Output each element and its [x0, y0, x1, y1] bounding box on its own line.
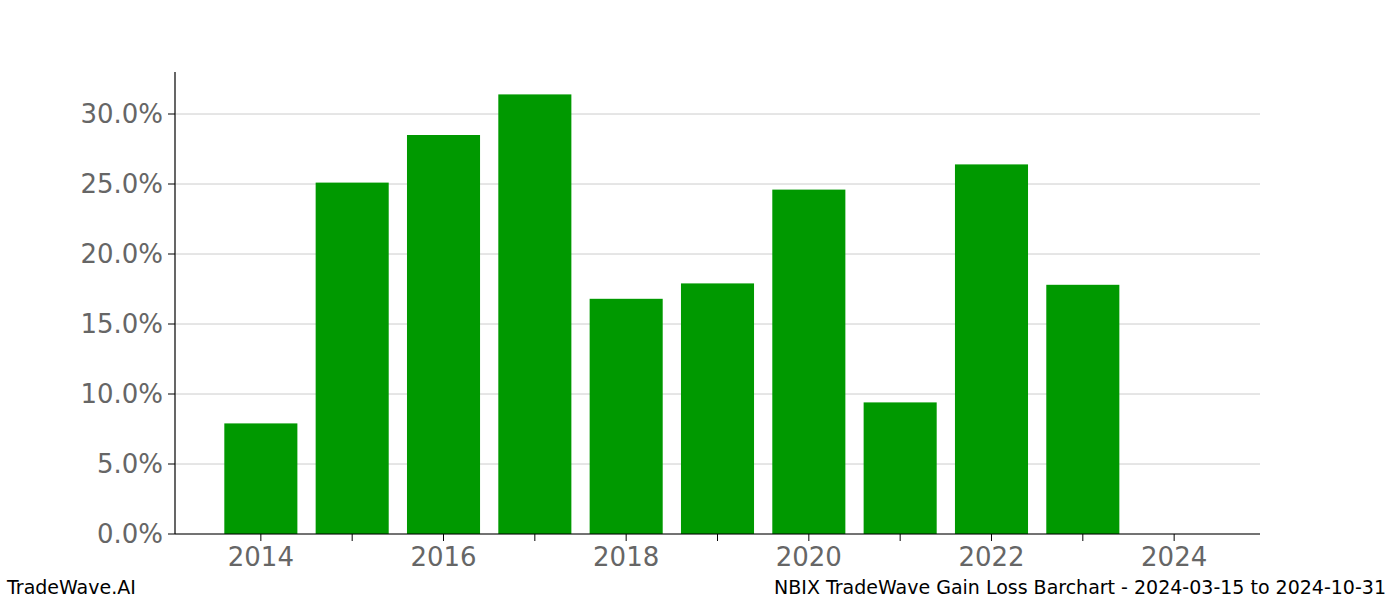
x-tick — [260, 534, 261, 541]
bar — [224, 423, 297, 534]
x-tick-label: 2018 — [593, 542, 659, 572]
x-tick — [717, 534, 718, 541]
y-tick-label: 15.0% — [80, 309, 163, 339]
y-tick-label: 0.0% — [97, 519, 163, 549]
bar — [407, 135, 480, 534]
y-tick — [168, 464, 175, 465]
x-tick — [626, 534, 627, 541]
y-tick — [168, 534, 175, 535]
bar — [1046, 285, 1119, 534]
x-tick-label: 2024 — [1141, 542, 1207, 572]
x-tick-label: 2020 — [776, 542, 842, 572]
x-tick — [534, 534, 535, 541]
annotation: TradeWave.AI — [6, 576, 136, 598]
y-axis-line — [174, 72, 175, 534]
y-tick — [168, 394, 175, 395]
x-tick — [991, 534, 992, 541]
bar — [681, 283, 754, 534]
x-tick — [1082, 534, 1083, 541]
title: NBIX TradeWave Gain Loss Barchart - 2024… — [774, 576, 1386, 598]
y-tick — [168, 184, 175, 185]
bar — [955, 164, 1028, 534]
axes: 0.0% 5.0% 10.0% 15.0% 20.0% 25.0% 30.0% 2014 201… — [80, 72, 1260, 572]
y-tick — [168, 324, 175, 325]
chart: 0.0% 5.0% 10.0% 15.0% 20.0% 25.0% 30.0% 2014 201… — [0, 0, 1400, 600]
y-tick-label: 10.0% — [80, 379, 163, 409]
y-tick-label: 25.0% — [80, 169, 163, 199]
x-tick — [352, 534, 353, 541]
x-tick-label: 2016 — [410, 542, 476, 572]
grid — [175, 114, 1260, 534]
bars — [224, 94, 1119, 534]
y-tick — [168, 254, 175, 255]
bar — [772, 190, 845, 534]
bar — [316, 183, 389, 534]
x-tick — [808, 534, 809, 541]
y-tick-label: 20.0% — [80, 239, 163, 269]
x-tick — [900, 534, 901, 541]
bar — [864, 402, 937, 534]
x-tick — [1174, 534, 1175, 541]
grid-line — [175, 114, 1260, 115]
bar — [498, 94, 571, 534]
x-tick-label: 2022 — [958, 542, 1024, 572]
bar — [590, 299, 663, 534]
x-tick — [443, 534, 444, 541]
y-tick — [168, 114, 175, 115]
x-tick-label: 2014 — [228, 542, 294, 572]
y-tick-label: 5.0% — [97, 449, 163, 479]
y-tick-label: 30.0% — [80, 99, 163, 129]
